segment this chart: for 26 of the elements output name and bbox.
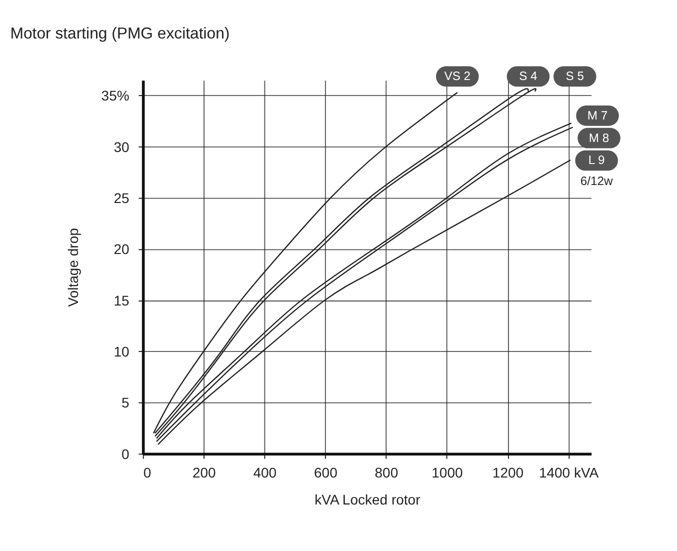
chart-title: Motor starting (PMG excitation) [10, 25, 230, 42]
x-tick-label: 1200 [492, 464, 524, 481]
y-axis-title: Voltage drop [64, 228, 81, 307]
x-axis-title: kVA Locked rotor [314, 492, 421, 508]
y-tick-label: 5 [122, 394, 130, 411]
y-tick-label: 20 [114, 241, 130, 258]
annotation: 6/12w [580, 174, 613, 188]
series-label: VS 2 [444, 69, 471, 84]
series-label: L 9 [588, 153, 606, 168]
y-tick-label: 30 [114, 138, 130, 155]
series-label: S 4 [519, 69, 538, 84]
y-tick-label: 25 [114, 190, 130, 206]
series-label: M 8 [588, 130, 610, 145]
y-tick-label: 0 [122, 446, 130, 462]
x-tick-label: 400 [253, 464, 277, 481]
x-tick-label: 800 [374, 464, 398, 481]
x-tick-label: 0 [143, 464, 152, 481]
x-tick-label: 600 [314, 464, 338, 481]
y-tick-label: 15 [114, 292, 130, 308]
text: S 5 [566, 69, 584, 84]
y-tick-label: 35% [101, 88, 130, 104]
series-label: M 7 [587, 108, 608, 122]
x-tick-label: 1000 [432, 464, 463, 481]
x-tick-label: 1400 kVA [538, 464, 600, 481]
y-tick-label: 10 [114, 343, 130, 360]
x-tick-label: 200 [192, 464, 216, 481]
